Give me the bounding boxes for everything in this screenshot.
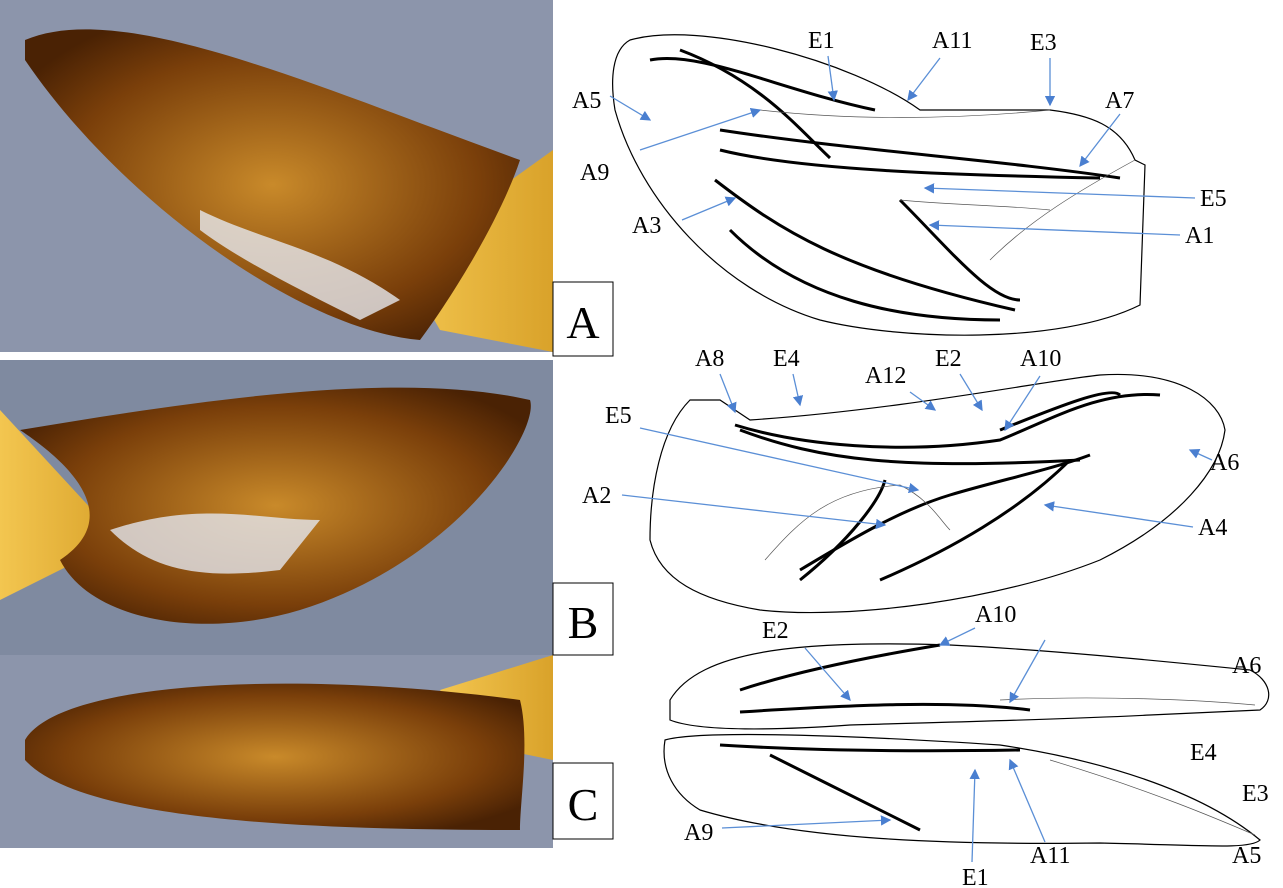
part-label: E4: [1190, 740, 1217, 766]
drawing-b: [650, 374, 1225, 612]
part-label: E3: [1242, 781, 1269, 807]
photo-a: [0, 0, 553, 352]
panel-letter: B: [568, 597, 599, 648]
part-label: E1: [808, 28, 835, 54]
drawing-a: [613, 35, 1145, 335]
arrow: [682, 198, 735, 220]
panel-letter: A: [566, 297, 599, 348]
part-label: A4: [1198, 515, 1227, 541]
part-label: A9: [684, 820, 713, 846]
part-label: E4: [773, 346, 800, 372]
part-label: A9: [580, 160, 609, 186]
arrow: [1010, 760, 1045, 842]
arrow: [828, 56, 834, 100]
arrow: [910, 392, 935, 410]
arrow: [960, 374, 982, 410]
photo-c: [0, 655, 553, 848]
part-label: A6: [1232, 653, 1261, 679]
arrow: [1190, 450, 1212, 460]
part-label: E2: [935, 346, 962, 372]
part-label: A11: [932, 28, 972, 54]
part-label: A6: [1210, 450, 1239, 476]
arrow: [1045, 505, 1193, 527]
arrow: [640, 110, 760, 150]
part-label: E1: [962, 865, 989, 888]
arrow: [622, 495, 885, 525]
part-label: E5: [605, 403, 632, 429]
part-label: A8: [695, 346, 724, 372]
part-label: A11: [1030, 843, 1070, 869]
arrow: [940, 628, 975, 645]
part-label: E2: [762, 618, 789, 644]
arrow: [720, 374, 735, 412]
figure: A B C E1 A11 E3 A5 A7 A9 E5 A3 A1 A8 E4 …: [0, 0, 1283, 888]
panel-letters: A B C: [553, 282, 613, 839]
part-label: A3: [632, 213, 661, 239]
arrow: [972, 770, 975, 862]
arrow: [610, 96, 650, 120]
arrow: [908, 58, 940, 100]
arrow: [925, 188, 1195, 198]
part-label: E3: [1030, 30, 1057, 56]
photo-b: [0, 360, 553, 655]
part-label: A5: [572, 88, 601, 114]
part-label: A12: [865, 363, 906, 389]
part-label: A10: [1020, 346, 1061, 372]
drawing-c: [664, 644, 1269, 846]
part-label: A5: [1232, 843, 1261, 869]
part-label: A1: [1185, 223, 1214, 249]
part-label: A2: [582, 483, 611, 509]
arrow: [1080, 114, 1120, 166]
part-label: A10: [975, 602, 1016, 628]
arrow: [805, 648, 850, 700]
panel-letter: C: [568, 779, 599, 830]
arrow: [793, 374, 800, 405]
part-label: E5: [1200, 186, 1227, 212]
part-label: A7: [1105, 88, 1134, 114]
